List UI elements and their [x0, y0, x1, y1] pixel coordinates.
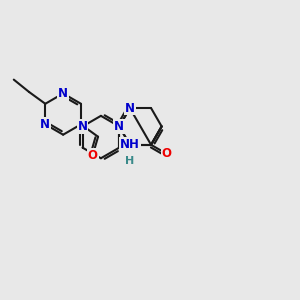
Text: O: O	[88, 148, 98, 161]
Text: N: N	[58, 87, 68, 100]
Text: N: N	[114, 120, 124, 133]
Text: O: O	[161, 147, 171, 160]
Text: N: N	[40, 118, 50, 131]
Text: H: H	[125, 156, 134, 166]
Text: NH: NH	[120, 138, 140, 151]
Text: N: N	[125, 102, 135, 115]
Text: N: N	[77, 120, 88, 133]
